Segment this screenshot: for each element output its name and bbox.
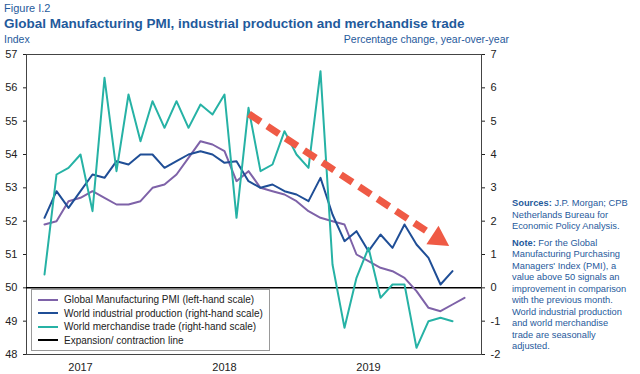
html-text:Global Manufacturing PMI, indu: Global Manufacturing PMI, industrial pro…: [4, 16, 465, 31]
svg-text:48: 48: [5, 348, 17, 360]
svg-text:54: 54: [5, 148, 17, 160]
html-text:World merchandise trade (right: World merchandise trade (right-hand scal…: [64, 321, 257, 332]
svg-text:51: 51: [5, 248, 17, 260]
html-text:Expansion/ contraction line: Expansion/ contraction line: [64, 334, 184, 346]
svg-text:-1: -1: [491, 315, 501, 327]
svg-text:2017: 2017: [68, 361, 92, 373]
svg-text:55: 55: [5, 115, 17, 127]
svg-text:-2: -2: [491, 348, 501, 360]
html-text:Global Manufacturing PMI (left: Global Manufacturing PMI (left-hand scal…: [64, 294, 255, 305]
svg-text:6: 6: [491, 81, 497, 93]
svg-text:1: 1: [491, 248, 497, 260]
html-text:Index: Index: [4, 33, 30, 45]
svg-text:2019: 2019: [356, 361, 380, 373]
svg-text:57: 57: [5, 48, 17, 60]
html-text:World industrial production (r: World industrial production (right-hand …: [64, 307, 263, 319]
svg-text:52: 52: [5, 215, 17, 227]
svg-text:4: 4: [491, 148, 497, 160]
svg-text:5: 5: [491, 115, 497, 127]
html-text:Figure I.2: Figure I.2: [4, 2, 51, 14]
svg-text:3: 3: [491, 181, 497, 193]
svg-text:50: 50: [5, 281, 17, 293]
svg-text:53: 53: [5, 181, 17, 193]
svg-text:2018: 2018: [212, 361, 236, 373]
html-text:Percentage change, year-over-y: Percentage change, year-over-year: [343, 33, 509, 45]
svg-text:2: 2: [491, 215, 497, 227]
html-text:Sources: J.P. Morgan; CPB Neth: Sources: J.P. Morgan; CPB Netherlands Bu…: [512, 198, 628, 231]
html-text:Note: For the Global Manufactu: Note: For the Global Manufacturing Purch…: [512, 237, 627, 351]
svg-text:49: 49: [5, 315, 17, 327]
svg-text:56: 56: [5, 81, 17, 93]
svg-text:0: 0: [491, 281, 497, 293]
svg-text:7: 7: [491, 48, 497, 60]
